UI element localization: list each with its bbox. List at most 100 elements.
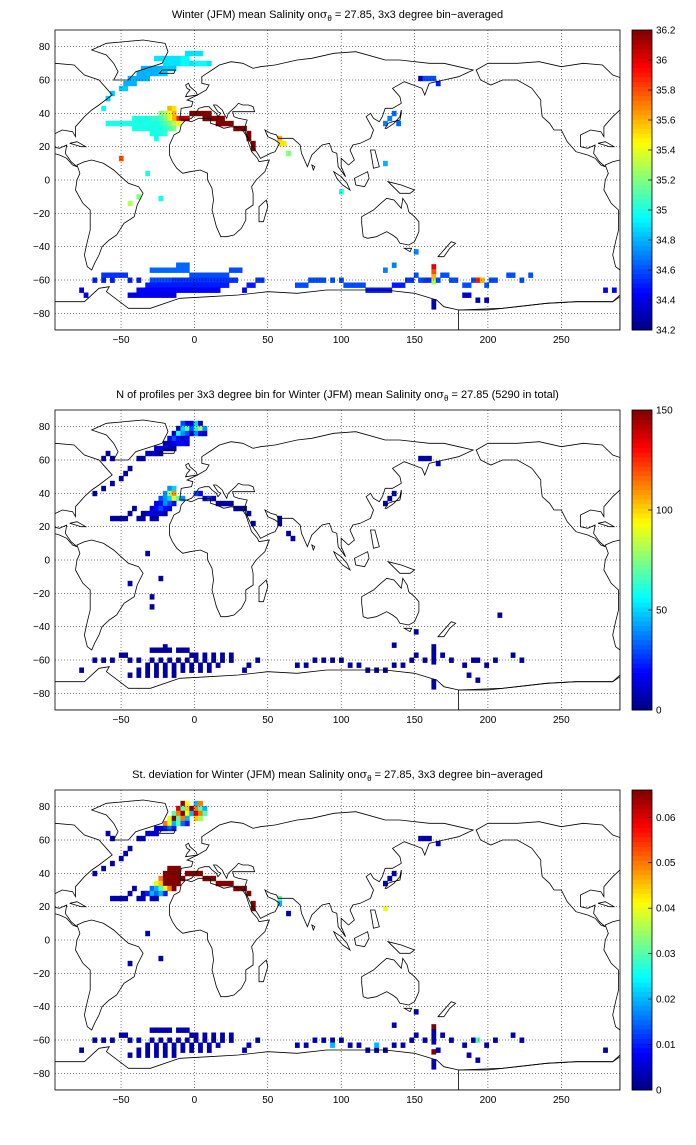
data-cell <box>167 106 172 111</box>
data-cell <box>154 668 159 673</box>
colorbar-segment <box>632 583 652 588</box>
data-cell <box>286 531 291 536</box>
data-cell <box>431 269 436 274</box>
colorbar-segment <box>632 419 652 424</box>
colorbar-segment <box>632 236 652 241</box>
data-cell <box>172 431 177 436</box>
data-cell <box>484 283 489 288</box>
data-cell <box>357 663 362 668</box>
y-tick-label: −60 <box>33 1036 50 1047</box>
data-cell <box>101 456 106 461</box>
data-cell <box>163 501 168 506</box>
colorbar-segment <box>632 879 652 884</box>
data-cell <box>176 866 181 871</box>
data-cell <box>242 288 247 293</box>
colorbar-segment <box>632 166 652 171</box>
colorbar-segment <box>632 82 652 87</box>
colorbar-segment <box>632 1015 652 1020</box>
data-cell <box>185 821 190 826</box>
y-tick-label: 60 <box>39 836 51 847</box>
data-cell <box>172 1048 177 1053</box>
colorbar-segment <box>632 91 652 96</box>
data-cell <box>145 288 150 293</box>
data-cell <box>150 278 155 283</box>
colorbar-tick-label: 34.4 <box>656 296 676 307</box>
colorbar-segment <box>632 452 652 457</box>
data-cell <box>180 821 185 826</box>
data-cell <box>418 456 423 461</box>
colorbar-segment <box>632 795 652 800</box>
data-cell <box>167 268 172 273</box>
data-cell <box>150 594 155 599</box>
data-cell <box>401 1043 406 1048</box>
data-cell <box>136 288 141 293</box>
data-cell <box>163 121 168 126</box>
data-cell <box>154 451 159 456</box>
data-cell <box>154 288 159 293</box>
data-cell <box>154 1028 159 1033</box>
data-cell <box>163 506 168 511</box>
data-cell <box>163 283 168 288</box>
data-cell <box>211 876 216 881</box>
data-cell <box>154 886 159 891</box>
data-cell <box>176 61 181 66</box>
data-cell <box>172 821 177 826</box>
colorbar-segment <box>632 485 652 490</box>
data-cell <box>167 866 172 871</box>
data-cell <box>132 81 137 86</box>
colorbar-segment <box>632 898 652 903</box>
data-cell <box>163 668 168 673</box>
colorbar-segment <box>632 644 652 649</box>
y-tick-label: 0 <box>44 936 50 947</box>
data-cell <box>163 288 168 293</box>
data-cell <box>207 1048 212 1053</box>
colorbar-segment <box>632 691 652 696</box>
data-cell <box>154 116 159 121</box>
data-cell <box>158 891 163 896</box>
data-cell <box>176 881 181 886</box>
data-cell <box>145 1043 150 1048</box>
data-cell <box>202 1033 207 1038</box>
data-cell <box>158 56 163 61</box>
data-cell <box>229 501 234 506</box>
data-cell <box>211 496 216 501</box>
data-cell <box>128 1053 133 1058</box>
data-cell <box>158 506 163 511</box>
data-cell <box>167 816 172 821</box>
data-cell <box>185 431 190 436</box>
data-cell <box>475 298 480 303</box>
data-cell <box>198 61 203 66</box>
data-cell <box>189 421 194 426</box>
colorbar-segment <box>632 128 652 133</box>
data-cell <box>163 1053 168 1058</box>
data-cell <box>431 1024 436 1029</box>
colorbar-segment <box>632 189 652 194</box>
data-cell <box>180 663 185 668</box>
data-cell <box>185 61 190 66</box>
y-tick-label: −60 <box>33 276 50 287</box>
data-cell <box>176 431 181 436</box>
colorbar-segment <box>632 86 652 91</box>
colorbar-segment <box>632 194 652 199</box>
colorbar-segment <box>632 1057 652 1062</box>
colorbar-segment <box>632 96 652 101</box>
panel-1: Winter (JFM) mean Salinity onσθ = 27.85,… <box>0 8 696 346</box>
data-cell <box>123 1033 128 1038</box>
data-cell <box>167 496 172 501</box>
data-cell <box>141 293 146 298</box>
colorbar-segment <box>632 171 652 176</box>
colorbar-segment <box>632 274 652 279</box>
data-cell <box>158 826 163 831</box>
colorbar-tick-label: 150 <box>656 406 673 417</box>
data-cell <box>158 196 163 201</box>
data-cell <box>123 471 128 476</box>
x-tick-label: 250 <box>553 715 570 726</box>
y-tick-label: 80 <box>39 422 51 433</box>
data-cell <box>154 1048 159 1053</box>
data-cell <box>154 126 159 131</box>
data-cell <box>136 278 141 283</box>
colorbar-segment <box>632 992 652 997</box>
y-tick-label: −20 <box>33 209 50 220</box>
data-cell <box>172 61 177 66</box>
data-cell <box>423 456 428 461</box>
